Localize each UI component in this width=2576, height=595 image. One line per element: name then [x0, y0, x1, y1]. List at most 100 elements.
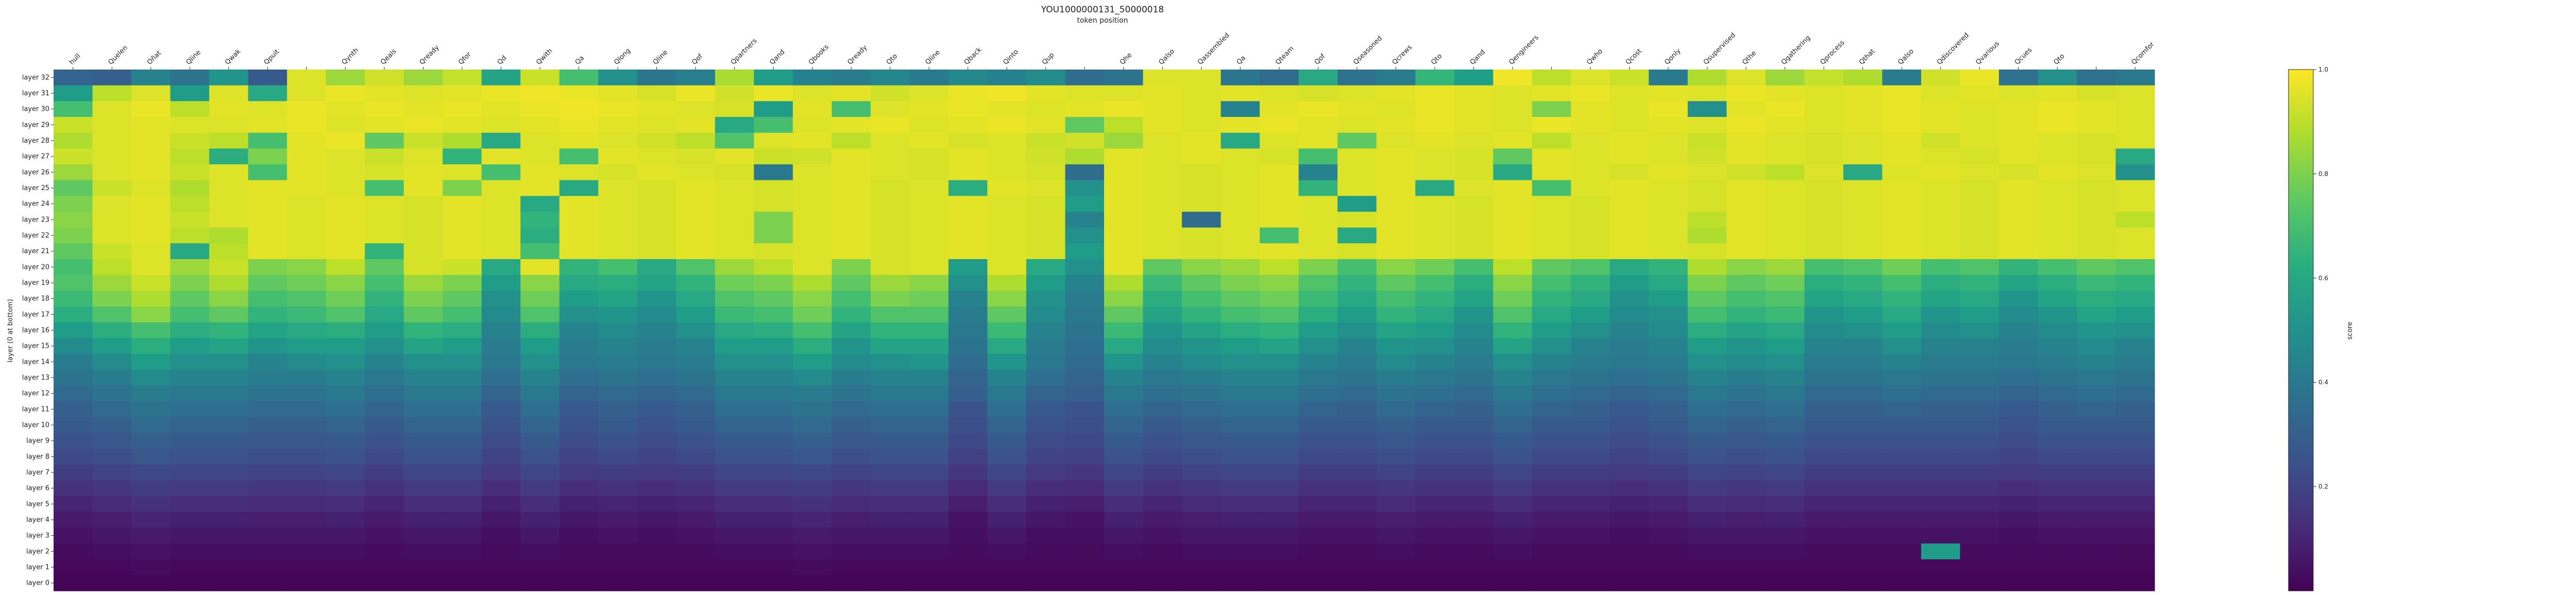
heatmap-cell — [443, 369, 482, 386]
heatmap-cell — [1726, 559, 1766, 575]
heatmap-cell — [1726, 369, 1766, 386]
heatmap-cell — [520, 464, 560, 481]
heatmap-cell — [948, 227, 988, 244]
heatmap-cell — [170, 369, 210, 386]
heatmap-cell — [1182, 196, 1222, 212]
heatmap-cell — [1765, 449, 1805, 465]
heatmap-cell — [1882, 132, 1922, 149]
heatmap-cell — [2076, 243, 2116, 260]
heatmap-cell — [403, 212, 443, 228]
heatmap-cell — [1960, 164, 1999, 181]
heatmap-cell — [1921, 559, 1961, 575]
heatmap-cell — [54, 259, 93, 276]
heatmap-cell — [2076, 528, 2116, 544]
heatmap-cell — [2115, 338, 2155, 354]
heatmap-cell — [443, 227, 482, 244]
heatmap-cell — [987, 196, 1027, 212]
heatmap-cell — [987, 85, 1027, 101]
heatmap-cell — [481, 543, 521, 560]
heatmap-cell — [2076, 85, 2116, 101]
heatmap-cell — [754, 227, 793, 244]
heatmap-cell — [832, 575, 871, 591]
heatmap-cell — [870, 464, 910, 481]
heatmap-cell — [481, 338, 521, 354]
heatmap-cell — [2115, 212, 2155, 228]
heatmap-cell — [1726, 307, 1766, 323]
heatmap-cell — [520, 196, 560, 212]
heatmap-cell — [481, 180, 521, 196]
heatmap-cell — [248, 449, 287, 465]
x-tick-label: Qinto — [1002, 48, 1020, 66]
heatmap-cell — [1532, 196, 1571, 212]
heatmap-cell — [637, 449, 676, 465]
heatmap-cell — [909, 132, 949, 149]
heatmap-cell — [1843, 543, 1883, 560]
heatmap-cell — [1143, 70, 1182, 86]
heatmap-cell — [1260, 117, 1299, 133]
heatmap-cell — [909, 575, 949, 591]
heatmap-cell — [832, 259, 871, 276]
heatmap-cell — [832, 148, 871, 165]
x-tick-label: Qline — [652, 48, 669, 66]
heatmap-cell — [1649, 559, 1688, 575]
heatmap-cell — [832, 417, 871, 433]
heatmap-cell — [1337, 307, 1377, 323]
heatmap-cell — [754, 259, 793, 276]
heatmap-cell — [287, 464, 327, 481]
heatmap-cell — [1454, 417, 1494, 433]
heatmap-cell — [131, 164, 171, 181]
heatmap-cell — [1609, 496, 1649, 513]
heatmap-cell — [365, 354, 404, 370]
x-tick-label: Qthat — [1858, 47, 1877, 66]
heatmap-cell — [1921, 196, 1961, 212]
heatmap-cell — [559, 148, 599, 165]
heatmap-cell — [365, 85, 404, 101]
heatmap-cell — [365, 132, 404, 149]
heatmap-cell — [520, 180, 560, 196]
heatmap-cell — [1221, 528, 1260, 544]
heatmap-cell — [2076, 401, 2116, 418]
heatmap-cell — [1998, 322, 2039, 338]
heatmap-cell — [481, 85, 521, 101]
heatmap-cell — [481, 307, 521, 323]
heatmap-cell — [1493, 575, 1533, 591]
heatmap-cell — [1687, 401, 1727, 418]
heatmap-cell — [54, 291, 93, 307]
heatmap-cell — [1687, 85, 1727, 101]
heatmap-cell — [1182, 132, 1222, 149]
heatmap-cell — [1065, 338, 1105, 354]
heatmap-cell — [1104, 132, 1144, 149]
heatmap-cell — [1260, 148, 1299, 165]
heatmap-cell — [326, 559, 365, 575]
heatmap-cell — [1415, 259, 1455, 276]
heatmap-cell — [792, 132, 832, 149]
heatmap-cell — [2115, 528, 2155, 544]
heatmap-cell — [287, 543, 327, 560]
heatmap-cell — [987, 449, 1027, 465]
y-tick-label: layer 27 — [22, 153, 49, 161]
heatmap-cell — [1765, 417, 1805, 433]
heatmap-cell — [1221, 449, 1260, 465]
heatmap-cell — [1726, 433, 1766, 449]
heatmap-cell — [1532, 433, 1571, 449]
heatmap-cell — [209, 196, 249, 212]
heatmap-cell — [1571, 227, 1611, 244]
heatmap-cell — [792, 117, 832, 133]
heatmap-cell — [1143, 449, 1182, 465]
heatmap-cell — [1649, 196, 1688, 212]
heatmap-cell — [1143, 401, 1182, 418]
heatmap-cell — [2038, 196, 2077, 212]
heatmap-cell — [598, 212, 638, 228]
heatmap-cell — [1571, 512, 1611, 528]
heatmap-cell — [1998, 417, 2039, 433]
heatmap-cell — [1104, 338, 1144, 354]
heatmap-cell — [909, 385, 949, 402]
heatmap-cell — [1026, 338, 1066, 354]
heatmap-cell — [1921, 449, 1961, 465]
heatmap-cell — [365, 401, 404, 418]
heatmap-cell — [1065, 559, 1105, 575]
heatmap-cell — [1882, 338, 1922, 354]
heatmap-cell — [559, 512, 599, 528]
x-tick-label: Qvarious — [1974, 40, 2001, 66]
heatmap-cell — [131, 369, 171, 386]
